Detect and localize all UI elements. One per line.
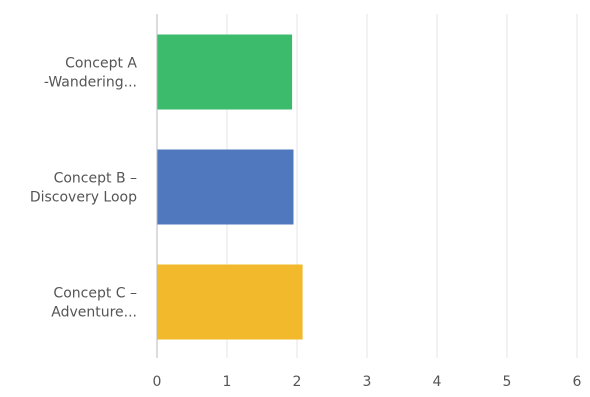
x-tick-label: 2 — [293, 374, 302, 390]
category-label: Concept A — [65, 56, 137, 72]
x-tick-label: 5 — [503, 374, 512, 390]
category-label: Concept C – — [53, 286, 137, 302]
x-tick-label: 3 — [363, 374, 372, 390]
category-labels: Concept A -Wandering... Concept B – Discove… — [30, 56, 138, 321]
bar-1 — [157, 34, 293, 110]
category-label: -Wandering... — [44, 75, 137, 91]
category-label: Adventure... — [51, 305, 137, 321]
category-label: Discovery Loop — [30, 190, 137, 206]
x-tick-label: 0 — [153, 374, 162, 390]
bars — [157, 34, 303, 340]
x-tick-label: 4 — [433, 374, 442, 390]
bar-2 — [157, 149, 294, 225]
category-label: Concept B – — [54, 171, 137, 187]
x-tick-labels: 0 1 2 3 4 5 6 — [153, 374, 582, 390]
bar-3 — [157, 264, 303, 340]
x-tick-label: 6 — [573, 374, 582, 390]
x-tick-label: 1 — [223, 374, 232, 390]
